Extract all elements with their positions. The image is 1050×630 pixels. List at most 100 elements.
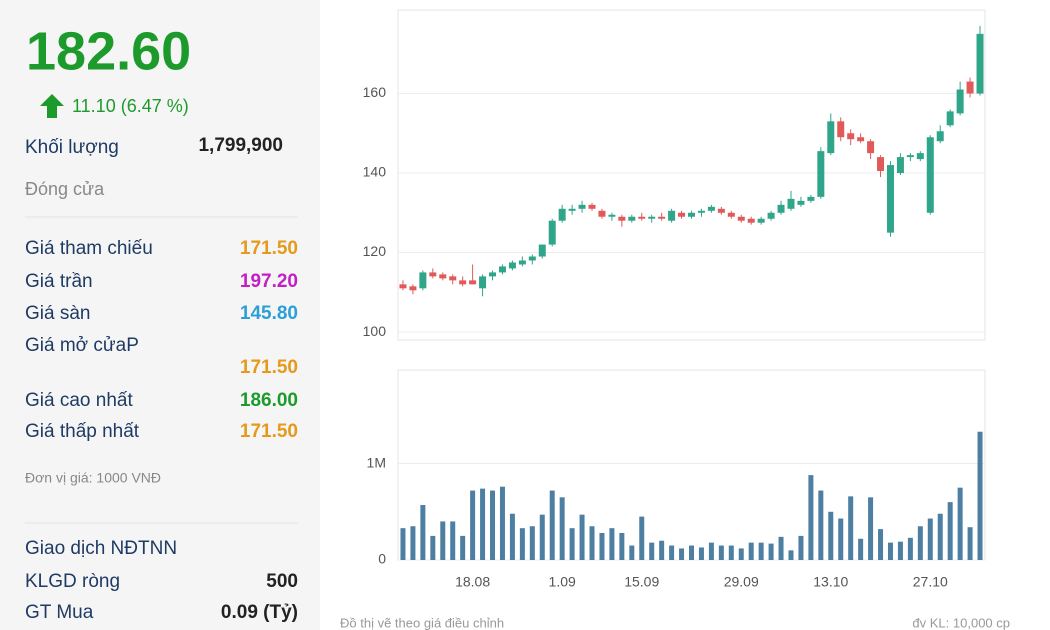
volume-bar bbox=[798, 535, 804, 560]
row-value: 171.50 bbox=[240, 357, 298, 378]
price-frame bbox=[397, 9, 986, 341]
volume-bar bbox=[460, 535, 466, 560]
row-label: KLGD ròng bbox=[25, 571, 120, 592]
volume-bar bbox=[569, 528, 575, 560]
candle-body bbox=[498, 266, 506, 273]
volume-bar bbox=[967, 527, 973, 560]
foreign-title: Giao dịch NĐTNN bbox=[25, 538, 177, 559]
volume-bar bbox=[410, 526, 416, 560]
volume-value: 1,799,900 bbox=[198, 135, 283, 156]
candle-body bbox=[747, 218, 755, 223]
volume-bar bbox=[649, 542, 655, 560]
volume-bar bbox=[549, 490, 555, 560]
candle-body bbox=[717, 208, 725, 213]
y-tick-label: 0 bbox=[378, 551, 386, 567]
volume-bar bbox=[490, 490, 496, 560]
volume-bar bbox=[579, 514, 585, 560]
x-tick-label: 1.09 bbox=[549, 574, 576, 590]
candle-body bbox=[867, 141, 875, 154]
candle-body bbox=[459, 280, 467, 285]
volume-bar bbox=[659, 540, 665, 560]
volume-bar bbox=[748, 542, 754, 560]
volume-bar bbox=[559, 497, 565, 560]
candle-body bbox=[479, 276, 487, 289]
candle-body bbox=[638, 216, 646, 219]
candle-body bbox=[847, 133, 855, 140]
volume-bar bbox=[708, 542, 714, 560]
candle-body bbox=[817, 151, 825, 197]
y-tick-label: 160 bbox=[363, 84, 387, 100]
price: 182.60 bbox=[26, 21, 191, 81]
volume-bar bbox=[758, 542, 764, 560]
row-label: GT Mua bbox=[25, 602, 94, 623]
candle-body bbox=[568, 208, 576, 211]
row-label: Giá mở cửaP bbox=[25, 335, 139, 356]
volume-bar bbox=[539, 514, 545, 560]
volume-bar bbox=[947, 502, 953, 560]
candle-body bbox=[896, 157, 904, 174]
candle-body bbox=[956, 89, 964, 114]
candle-body bbox=[469, 280, 477, 285]
x-tick-label: 18.08 bbox=[455, 574, 490, 590]
x-tick-label: 27.10 bbox=[913, 574, 948, 590]
volume-frame bbox=[397, 369, 986, 561]
volume-bar bbox=[858, 538, 864, 560]
volume-bar bbox=[450, 521, 456, 560]
volume-bar bbox=[838, 518, 844, 560]
row-label: Giá trần bbox=[25, 271, 93, 292]
row-label: Giá tham chiếu bbox=[25, 238, 153, 259]
candle-body bbox=[618, 216, 626, 221]
candle-body bbox=[697, 210, 705, 213]
y-tick-label: 1M bbox=[367, 454, 386, 470]
volume-bar bbox=[619, 532, 625, 560]
volume-bar bbox=[887, 542, 893, 560]
candle-body bbox=[916, 153, 924, 160]
candle-body bbox=[518, 260, 526, 265]
candle-body bbox=[966, 81, 974, 94]
volume-bar bbox=[400, 528, 406, 560]
candle-body bbox=[449, 276, 457, 281]
volume-bar bbox=[629, 545, 635, 560]
volume-bar bbox=[808, 475, 814, 560]
candle-body bbox=[419, 272, 427, 289]
volume-bar bbox=[878, 529, 884, 560]
row-value: 171.50 bbox=[240, 421, 298, 442]
volume-bar bbox=[440, 521, 446, 560]
volume-bar bbox=[669, 545, 675, 560]
candle-body bbox=[548, 220, 556, 245]
candle-body bbox=[648, 216, 656, 219]
volume-bar bbox=[848, 496, 854, 560]
status: Đóng cửa bbox=[25, 179, 105, 199]
x-tick-label: 13.10 bbox=[813, 574, 848, 590]
candle-body bbox=[688, 212, 695, 217]
volume-bar bbox=[599, 532, 605, 560]
volume-bar bbox=[509, 513, 515, 560]
candle-body bbox=[628, 216, 636, 221]
candle-body bbox=[508, 262, 516, 269]
volume-bar bbox=[977, 431, 983, 560]
row-value: 197.20 bbox=[240, 271, 298, 292]
candle-body bbox=[439, 274, 447, 279]
y-tick-label: 140 bbox=[363, 164, 387, 180]
candle-body bbox=[837, 121, 845, 138]
candle-body bbox=[489, 272, 497, 277]
row-label: Giá cao nhất bbox=[25, 390, 133, 411]
candle-body bbox=[558, 208, 566, 221]
volume-bar bbox=[639, 516, 645, 560]
volume-bar bbox=[430, 535, 436, 560]
footer-note: Đồ thị vẽ theo giá điều chỉnh bbox=[340, 615, 504, 630]
candle-body bbox=[608, 214, 616, 217]
volume-bar bbox=[589, 526, 595, 560]
volume-bar bbox=[499, 486, 505, 560]
volume-bar bbox=[480, 488, 486, 560]
candle-body bbox=[787, 198, 795, 209]
candle-body bbox=[409, 286, 417, 291]
row-label: Giá sàn bbox=[25, 303, 90, 324]
candle-body bbox=[737, 216, 745, 221]
volume-bar bbox=[937, 513, 943, 560]
volume-bar bbox=[420, 505, 426, 560]
volume-bar bbox=[679, 548, 685, 560]
row-label: Giá thấp nhất bbox=[25, 421, 140, 442]
volume-bar bbox=[917, 526, 923, 560]
